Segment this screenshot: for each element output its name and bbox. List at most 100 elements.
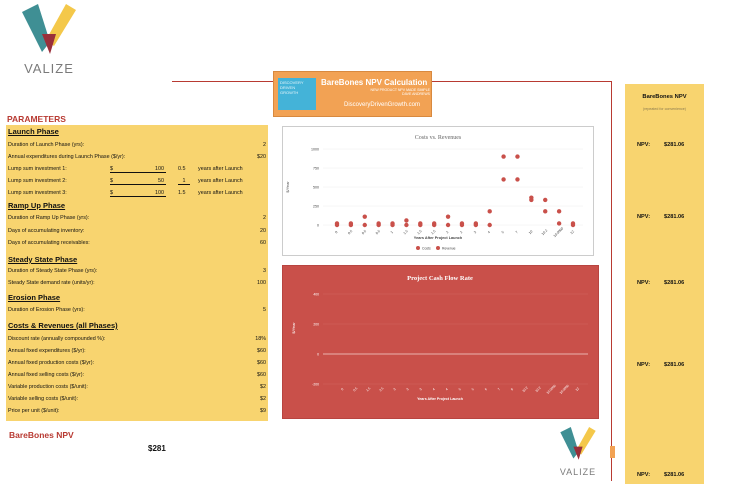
scatter-point [445, 214, 451, 219]
param-label: Variable production costs ($/unit): [8, 384, 88, 390]
scatter-point [501, 154, 506, 159]
y-axis-label: $/Year [291, 322, 296, 334]
scatter-point [445, 222, 451, 228]
npv-row-value: $281.06 [664, 214, 685, 220]
x-tick-label: 3 [419, 387, 423, 391]
banner-subtitle: NEW PRODUCT NPV MADE SIMPLE DAVE ANDREWS [370, 88, 430, 96]
cash-flow-svg: Project Cash Flow Rate $/Year 400 200 0 -200 0… [291, 275, 588, 401]
scatter-point [543, 209, 548, 214]
param-label: Days of accumulating receivables: [8, 240, 90, 246]
param-value[interactable]: $2 [260, 384, 266, 390]
scatter-point [362, 214, 367, 219]
param-label: Annual fixed selling costs ($/yr): [8, 372, 85, 378]
param-value[interactable]: 18% [255, 336, 266, 342]
lump-label: Lump sum investment 1: [8, 166, 67, 172]
param-label: Annual fixed expenditures ($/yr): [8, 348, 86, 354]
param-value[interactable]: 5 [263, 307, 266, 313]
section-ramp-up-phase: Ramp Up Phase [8, 201, 66, 210]
npv-row: NPV: $281.06 [637, 142, 684, 148]
lump-suffix: years after Launch [198, 166, 243, 172]
x-tick-label: 10.0000 [546, 384, 557, 395]
npv-row: NPV: $281.06 [637, 362, 684, 368]
param-value[interactable]: $9 [260, 408, 266, 414]
legend-marker [436, 246, 440, 250]
x-tick-label: 7 [515, 230, 519, 234]
param-value[interactable]: 3 [263, 268, 266, 274]
npv-row: NPV: $281.06 [637, 472, 684, 478]
section-launch-phase: Launch Phase [8, 127, 59, 136]
param-value[interactable]: $20 [257, 154, 266, 160]
scatter-point [529, 195, 534, 200]
lump-amount-field[interactable]: $100 [110, 166, 166, 173]
logo-small-text: VALIZE [559, 467, 597, 477]
lump-amount-field[interactable]: $50 [110, 178, 166, 185]
param-value[interactable]: $60 [257, 348, 266, 354]
lump-year[interactable]: 1 [178, 178, 190, 185]
valize-logo-mark [22, 4, 76, 54]
x-tick-label: 5 [501, 230, 505, 234]
valize-logo: VALIZE [20, 4, 78, 76]
param-label: Price per unit ($/unit): [8, 408, 60, 414]
lump-currency: $ [110, 178, 113, 184]
scatter-point [390, 222, 395, 228]
chart-title: Costs vs. Revenues [415, 135, 462, 141]
scatter-point [404, 218, 409, 223]
param-value[interactable]: 2 [263, 215, 266, 221]
orange-tab [610, 446, 615, 458]
x-tick-label: 0 [334, 230, 338, 234]
banner-title: BareBones NPV Calculation [321, 78, 428, 87]
npv-row-value: $281.06 [664, 142, 685, 148]
x-tick-label: 4 [432, 387, 436, 391]
costs-vs-revenues-chart: Costs vs. Revenues $/Year 1000 750 500 250 0 0 0… [282, 126, 594, 256]
x-tick-label: 12 [570, 229, 576, 235]
param-value[interactable]: $60 [257, 372, 266, 378]
legend-label: Costs [422, 247, 431, 251]
npv-summary-panel: BareBones NPV (repeated for convenience)… [625, 84, 704, 484]
x-tick-label: 7 [497, 387, 501, 391]
scatter-point [404, 222, 409, 228]
x-tick-label: 10 [528, 229, 534, 235]
scatter-point [570, 222, 576, 228]
lump-year[interactable]: 1.5 [178, 190, 186, 196]
npv-row-label: NPV: [637, 472, 651, 478]
param-value[interactable]: 20 [260, 228, 266, 234]
lump-label: Lump sum investment 3: [8, 190, 67, 196]
param-value[interactable]: $2 [260, 396, 266, 402]
lump-amount-field[interactable]: $100 [110, 190, 166, 197]
param-label: Days of accumulating inventory: [8, 228, 85, 234]
x-tick-label: 3 [392, 387, 396, 391]
section-steady-state-phase: Steady State Phase [8, 255, 78, 264]
parameters-title: PARAMETERS [7, 114, 66, 124]
npv-row-value: $281.06 [664, 280, 685, 286]
title-banner: DISCOVERY DRIVEN GROWTH BareBones NPV Ca… [273, 71, 432, 117]
scatter-point [515, 177, 520, 182]
chart-title: Project Cash Flow Rate [407, 275, 473, 282]
lump-suffix: years after Launch [198, 190, 243, 196]
x-tick-label: 10.2 [541, 228, 549, 236]
y-tick-label: 500 [313, 186, 319, 190]
npv-label: BareBones NPV [9, 430, 74, 440]
x-tick-label: 8 [510, 387, 514, 391]
x-tick-label: 5 [458, 387, 462, 391]
cash-flow-chart: Project Cash Flow Rate $/Year 400 200 0 -200 0… [282, 265, 599, 419]
npv-row-label: NPV: [637, 280, 651, 286]
param-value[interactable]: 2 [263, 142, 266, 148]
x-tick-label: 0 [340, 387, 344, 391]
x-tick-label: 10.0000 [559, 384, 570, 395]
x-tick-label: 2 [445, 230, 449, 234]
x-tick-label: 1.5 [365, 386, 371, 392]
x-tick-label: 0.5 [352, 386, 358, 392]
param-value[interactable]: $60 [257, 360, 266, 366]
npv-panel-title: BareBones NPV [642, 94, 687, 100]
x-tick-label: 2 [459, 230, 463, 234]
param-value[interactable]: 60 [260, 240, 266, 246]
lump-year[interactable]: 0.5 [178, 166, 186, 172]
y-tick-label: 0 [317, 353, 319, 357]
scatter-point [459, 222, 465, 228]
y-tick-label: -200 [312, 383, 319, 387]
x-tick-label: 3 [473, 230, 477, 234]
scatter-point [501, 177, 506, 182]
param-label: Duration of Steady State Phase (yrs): [8, 268, 98, 274]
x-tick-label: 4 [445, 387, 449, 391]
param-value[interactable]: 100 [257, 280, 266, 286]
